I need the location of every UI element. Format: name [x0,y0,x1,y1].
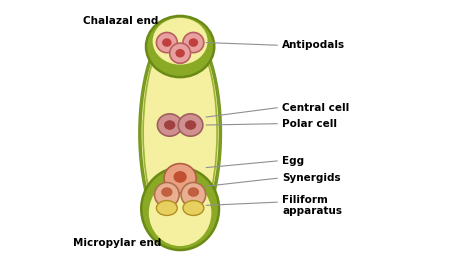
Ellipse shape [175,49,185,57]
Ellipse shape [153,18,208,65]
Text: Filiform
apparatus: Filiform apparatus [282,194,342,216]
Ellipse shape [164,164,196,193]
Ellipse shape [173,171,187,183]
Ellipse shape [183,201,204,215]
Ellipse shape [157,114,182,136]
Ellipse shape [140,24,220,242]
Ellipse shape [162,38,172,47]
Ellipse shape [164,120,175,130]
Text: Polar cell: Polar cell [282,119,337,129]
Ellipse shape [181,182,206,207]
Ellipse shape [178,114,203,136]
Ellipse shape [141,168,219,250]
Text: Egg: Egg [282,156,304,166]
Ellipse shape [183,32,204,53]
Ellipse shape [155,182,179,207]
Ellipse shape [170,43,191,63]
Text: Chalazal end: Chalazal end [83,16,158,26]
Text: Central cell: Central cell [282,103,349,113]
Ellipse shape [161,187,173,197]
Ellipse shape [146,16,214,77]
Ellipse shape [149,180,211,246]
Ellipse shape [185,120,196,130]
Text: Antipodals: Antipodals [282,40,345,50]
Text: Micropylar end: Micropylar end [73,238,162,248]
Ellipse shape [189,38,198,47]
Ellipse shape [188,187,199,197]
Text: Synergids: Synergids [282,173,341,183]
Ellipse shape [156,32,177,53]
Ellipse shape [156,201,177,215]
